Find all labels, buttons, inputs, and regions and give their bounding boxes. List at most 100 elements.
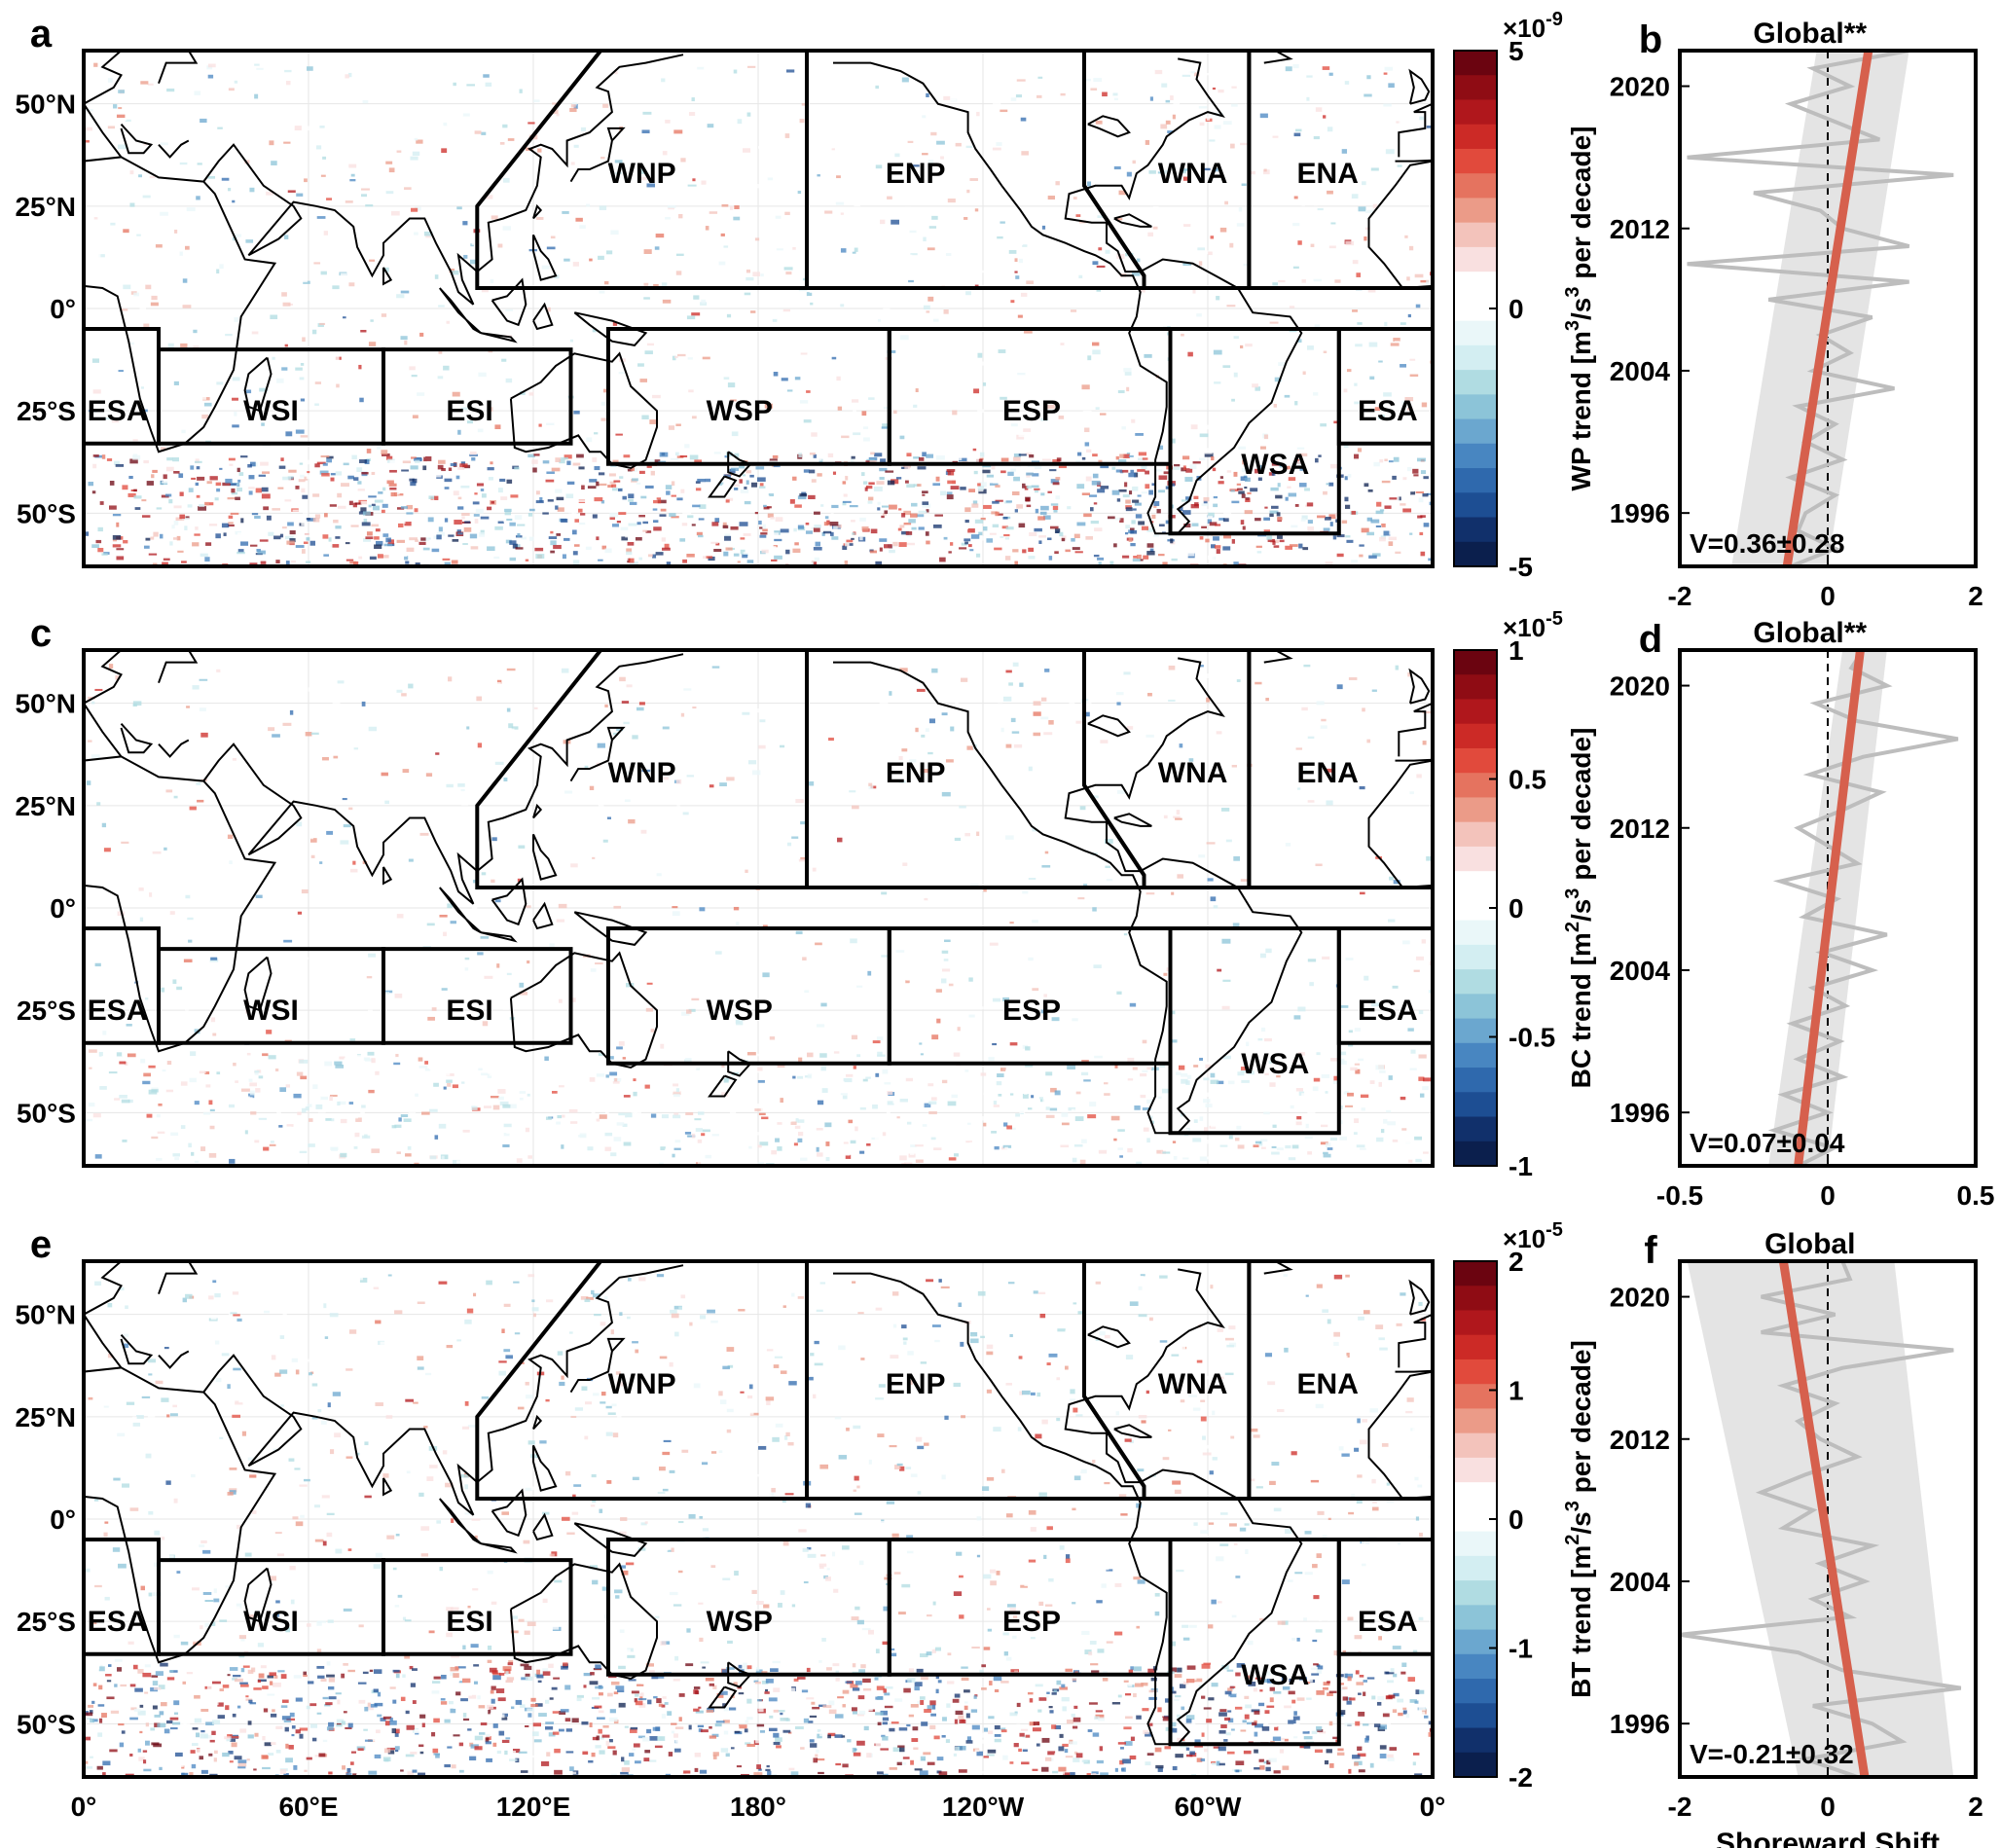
field-cell [1192,461,1201,464]
field-cell [105,1674,112,1677]
field-cell [1250,113,1256,119]
field-cell [207,63,216,68]
field-cell [481,288,489,293]
field-cell [831,148,835,151]
field-cell [568,513,574,517]
field-cell [1046,404,1055,410]
field-cell [983,1756,989,1758]
field-cell [280,402,290,407]
field-cell [1061,535,1067,541]
field-cell [262,471,271,474]
field-cell [915,727,919,733]
field-cell [852,532,855,535]
field-cell [1291,525,1298,528]
field-cell [1145,484,1150,489]
field-cell [1271,1145,1277,1148]
field-cell [687,515,694,519]
field-cell [1084,711,1090,717]
field-cell [750,482,758,488]
field-cell [303,541,309,545]
field-cell [1188,758,1194,762]
field-cell [835,1762,842,1766]
field-cell [359,397,364,403]
field-cell [1369,96,1374,102]
field-cell [173,795,178,799]
field-cell [1393,880,1400,885]
field-cell [1309,1145,1317,1150]
field-cell [1137,494,1142,497]
field-cell [434,1135,439,1140]
field-cell [604,280,609,285]
field-cell [360,1109,365,1115]
field-cell [578,466,585,470]
field-cell [495,681,501,687]
field-cell [97,526,103,532]
field-cell [1179,743,1183,748]
region-label: ENA [1297,757,1359,789]
field-cell [1263,168,1267,172]
field-cell [1127,1147,1133,1153]
field-cell [280,452,284,456]
field-cell [1213,536,1219,541]
field-cell [106,517,112,520]
field-cell [894,1698,903,1702]
field-cell [936,337,944,341]
field-cell [1203,500,1208,504]
field-cell [1222,121,1232,126]
region-box-esa [1336,327,1433,446]
field-cell [1250,488,1258,492]
field-cell [1115,1082,1125,1088]
field-cell [1019,1028,1023,1032]
field-cell [1361,527,1369,533]
field-cell [1325,562,1333,565]
field-cell [1115,517,1121,521]
field-cell [189,1077,197,1083]
field-cell [1135,514,1143,519]
field-cell [849,790,856,793]
field-cell [1079,806,1086,811]
field-cell [978,1006,984,1010]
field-cell [789,451,795,456]
field-cell [308,1143,315,1147]
field-cell [950,542,954,546]
field-cell [815,942,822,946]
field-cell [180,1125,186,1129]
field-cell [92,1113,101,1118]
field-cell [1357,448,1363,453]
field-cell [911,526,917,530]
field-cell [879,219,886,225]
field-cell [893,410,897,415]
field-cell [940,490,947,496]
field-cell [164,553,168,558]
field-cell [125,735,131,740]
field-cell [555,457,562,462]
coastline [573,311,648,346]
field-cell [245,239,254,243]
field-cell [1040,697,1047,702]
field-cell [973,967,978,972]
field-cell [1417,515,1423,519]
field-cell [256,995,266,998]
field-cell [469,259,477,265]
field-cell [1273,404,1277,408]
field-cell [652,554,657,559]
field-cell [984,1323,989,1327]
field-cell [1369,1408,1379,1413]
field-cell [1158,475,1168,480]
region-box-ena [1247,650,1433,889]
field-cell [881,505,890,508]
field-cell [333,755,339,759]
field-cell [558,903,567,909]
field-cell [941,950,949,954]
field-cell [576,453,584,458]
field-cell [941,712,948,716]
field-cell [487,506,492,511]
field-cell [1244,510,1254,515]
field-cell [817,1152,823,1157]
field-cell [202,391,210,396]
field-cell [923,305,930,310]
field-cell [928,718,936,724]
field-cell [905,206,912,209]
field-cell [1241,493,1246,498]
field-cell [113,460,120,465]
